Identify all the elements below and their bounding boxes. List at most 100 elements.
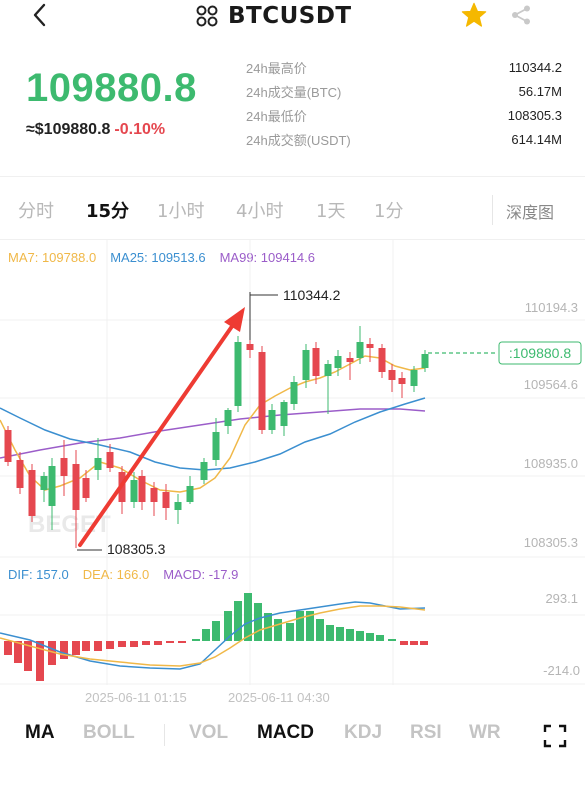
tab-indicator-ma[interactable]: MA [25, 722, 55, 743]
usd-price: ≈$109880.8 [26, 121, 111, 138]
candle-body [106, 452, 114, 468]
candles-group [4, 292, 429, 548]
macd-bar [296, 611, 304, 641]
high-label: 110344.2 [283, 287, 341, 303]
macd-bar [106, 641, 114, 649]
macd-bar [410, 641, 418, 645]
tab-indicator-wr[interactable]: WR [469, 722, 501, 743]
price-sub-line: ≈$109880.8 -0.10% [26, 121, 165, 139]
pair-title-group[interactable]: BTCUSDT [196, 2, 352, 30]
share-icon[interactable] [510, 4, 532, 26]
macd-bar [316, 619, 324, 641]
trend-arrow-annotation [78, 307, 245, 547]
tab-interval-1h[interactable]: 1小时 [157, 201, 205, 222]
macd-bar [234, 601, 242, 641]
change-percent: -0.10% [114, 121, 166, 138]
page-title: BTCUSDT [228, 3, 352, 29]
fullscreen-icon[interactable] [543, 724, 567, 748]
current-price-text: :109880.8 [509, 345, 571, 361]
macd-bar [202, 629, 210, 641]
macd-bar [130, 641, 138, 647]
macd-bar [24, 641, 32, 671]
dea-value: DEA: 166.0 [82, 567, 150, 582]
tab-indicator-boll[interactable]: BOLL [83, 722, 135, 743]
macd-bar [356, 631, 364, 641]
time-axis-label: 2025-06-11 04:30 [228, 690, 330, 705]
stat-label: 24h最低价 [246, 108, 307, 124]
candle-body [312, 348, 320, 376]
macd-axis-label: -214.0 [543, 663, 580, 678]
macd-bar [154, 641, 162, 645]
candle-body [60, 458, 68, 476]
macd-bar [72, 641, 80, 655]
stat-value: 56.17M [518, 83, 562, 99]
macd-bar [346, 629, 354, 641]
ma25-value: MA25: 109513.6 [110, 250, 206, 265]
chart-grid [0, 240, 585, 685]
candle-body [346, 358, 354, 362]
candle-body [234, 342, 242, 406]
top-bar: BTCUSDT [0, 0, 585, 32]
tab-indicator-macd[interactable]: MACD [257, 722, 314, 743]
tab-indicator-rsi[interactable]: RSI [410, 722, 442, 743]
candle-body [48, 466, 56, 506]
candle-body [366, 344, 374, 348]
tab-depth-chart[interactable]: 深度图 [506, 203, 555, 222]
macd-bar [178, 641, 186, 643]
divider [164, 724, 165, 746]
star-icon[interactable] [460, 1, 488, 29]
tab-interval-timeline[interactable]: 分时 [18, 201, 54, 222]
ma7-value: MA7: 109788.0 [8, 250, 97, 265]
candle-body [280, 402, 288, 426]
tab-indicator-vol[interactable]: VOL [189, 722, 229, 743]
dif-value: DIF: 157.0 [8, 567, 69, 582]
divider [0, 239, 585, 240]
candle-body [246, 344, 254, 350]
stats-panel: 24h最高价 110344.2 24h成交量(BTC) 56.17M 24h最低价 1… [246, 55, 562, 151]
macd-legend: DIF: 157.0 DEA: 166.0 MACD: -17.9 [8, 567, 252, 582]
candle-body [150, 488, 158, 502]
candle-body [162, 492, 170, 508]
candle-body [40, 476, 48, 490]
candle-body [186, 486, 194, 502]
candle-body [334, 356, 342, 368]
stat-row-volume: 24h成交量(BTC) 56.17M [246, 79, 562, 103]
ma-legend: MA7: 109788.0 MA25: 109513.6 MA99: 109414.… [8, 250, 329, 265]
candle-body [378, 348, 386, 372]
macd-bar [244, 593, 252, 641]
candle-body [16, 460, 24, 488]
candle-body [356, 342, 364, 358]
last-price: 109880.8 [26, 66, 197, 110]
price-axis-label: 109564.6 [524, 377, 578, 392]
back-button[interactable] [30, 2, 50, 34]
candle-body [290, 382, 298, 404]
candle-body [174, 502, 182, 510]
low-marker: 108305.3 [77, 541, 166, 557]
four-dots-icon [196, 5, 218, 27]
candle-body [268, 410, 276, 430]
macd-bar [326, 625, 334, 641]
tab-interval-1m[interactable]: 1分 [374, 201, 404, 222]
kline-chart[interactable]: BEGET 110194.3 109564.6 108935.0 108305.… [0, 240, 585, 710]
indicator-tabs: MA BOLL VOL MACD KDJ RSI WR [0, 718, 585, 754]
tab-indicator-kdj[interactable]: KDJ [344, 722, 383, 743]
macd-bar [286, 623, 294, 641]
tab-interval-4h[interactable]: 4小时 [236, 201, 284, 222]
candle-body [138, 476, 146, 502]
candle-body [398, 378, 406, 384]
price-axis-label: 108935.0 [524, 456, 578, 471]
macd-bar [400, 641, 408, 645]
macd-bar [388, 639, 396, 641]
tab-interval-1d[interactable]: 1天 [316, 201, 346, 222]
tab-interval-15m[interactable]: 15分 [86, 201, 130, 222]
ma99-value: MA99: 109414.6 [219, 250, 315, 265]
macd-bar [48, 641, 56, 665]
current-price-tag [498, 341, 582, 365]
macd-bar [420, 641, 428, 645]
stat-label: 24h成交量(BTC) [246, 84, 342, 100]
macd-bar [118, 641, 126, 647]
interval-tabs: 分时 15分 1小时 4小时 1天 1分 深度图 [0, 193, 585, 227]
macd-bar [14, 641, 22, 663]
candle-body [94, 458, 102, 470]
macd-bar [36, 641, 44, 681]
